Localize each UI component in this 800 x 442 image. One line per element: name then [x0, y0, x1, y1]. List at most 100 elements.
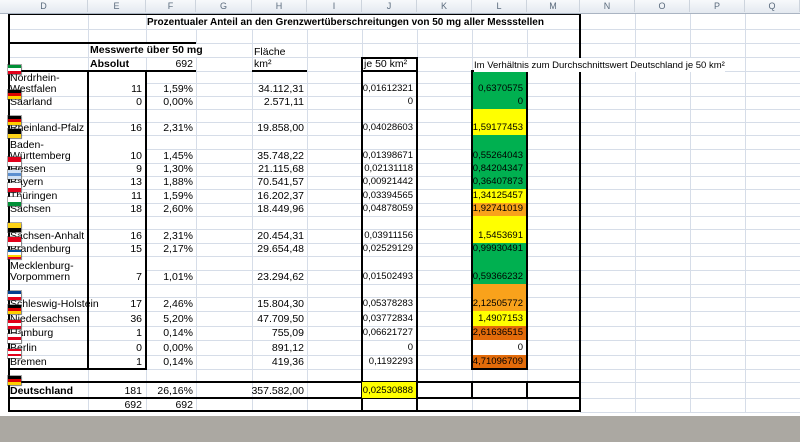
column-header-P[interactable]: P: [690, 0, 745, 12]
column-header-J[interactable]: J: [362, 0, 417, 12]
state-name-cell[interactable]: Saarland: [10, 96, 53, 108]
per50-cell[interactable]: 0,01502493: [362, 271, 413, 282]
per50-cell[interactable]: 0: [407, 342, 413, 353]
percent-cell[interactable]: 1,45%: [163, 150, 193, 162]
percent-cell[interactable]: 5,20%: [163, 313, 193, 325]
ratio-cell[interactable]: 4,71096709: [472, 355, 526, 369]
column-header-D[interactable]: D: [0, 0, 88, 12]
per50-cell[interactable]: 0: [407, 96, 413, 107]
ratio-cell[interactable]: 1,59177453: [472, 109, 526, 135]
percent-cell[interactable]: 1,59%: [163, 83, 193, 95]
area-cell[interactable]: 29.654,48: [257, 243, 304, 255]
area-cell[interactable]: 18.449,96: [257, 203, 304, 215]
percent-cell[interactable]: 0,00%: [163, 96, 193, 108]
area-cell[interactable]: 19.858,00: [257, 122, 304, 134]
ratio-cell[interactable]: 1,92741019: [472, 203, 526, 216]
column-header-N[interactable]: N: [580, 0, 635, 12]
per50-cell[interactable]: 0,00921442: [362, 176, 413, 187]
percent-cell[interactable]: 2,31%: [163, 122, 193, 134]
column-header-M[interactable]: M: [527, 0, 580, 12]
ratio-cell[interactable]: 0,99930491: [472, 243, 526, 256]
state-name-cell[interactable]: Thüringen: [10, 190, 58, 202]
area-cell[interactable]: 21.115,68: [258, 163, 304, 175]
per50-cell[interactable]: 0,01398671: [362, 150, 413, 161]
per50-cell[interactable]: 0,03911156: [364, 230, 413, 241]
area-cell[interactable]: 34.112,31: [258, 83, 304, 95]
total-count-header[interactable]: 692: [175, 58, 193, 70]
percent-cell[interactable]: 1,01%: [163, 271, 193, 283]
percent-cell[interactable]: 1,30%: [163, 163, 193, 175]
state-name-cell[interactable]: Niedersachsen: [10, 313, 81, 325]
state-name-cell[interactable]: Nordrhein-Westfalen: [10, 72, 60, 95]
state-name-cell[interactable]: Rheinland-Pfalz: [10, 122, 85, 134]
area-cell[interactable]: 15.804,30: [257, 298, 304, 310]
per50-cell[interactable]: 0,04878059: [362, 203, 413, 214]
percent-cell[interactable]: 2,31%: [163, 230, 193, 242]
state-name-cell[interactable]: Brandenburg: [10, 243, 71, 255]
absolut-cell[interactable]: 17: [130, 298, 142, 310]
percent-cell[interactable]: 0,00%: [163, 342, 193, 354]
ratio-cell[interactable]: 0,59366232: [472, 256, 526, 284]
absolut-cell[interactable]: 1: [136, 356, 142, 368]
per50-cell[interactable]: 0,03772834: [362, 313, 413, 324]
absolut-cell[interactable]: 11: [131, 83, 142, 95]
footer-absolut-cell[interactable]: 692: [124, 399, 142, 411]
ratio-cell[interactable]: 0: [472, 96, 526, 109]
percent-cell[interactable]: 2,17%: [163, 243, 193, 255]
column-header-Q[interactable]: Q: [745, 0, 800, 12]
ratio-cell[interactable]: 0,6370575: [472, 71, 526, 96]
state-name-cell[interactable]: Bremen: [10, 356, 47, 368]
state-name-cell[interactable]: Baden-Württemberg: [10, 139, 71, 162]
totals-area-cell[interactable]: 357.582,00: [251, 385, 304, 397]
ratio-cell[interactable]: 1,5453691: [472, 216, 526, 243]
area-cell[interactable]: 23.294,62: [257, 271, 304, 283]
column-header-O[interactable]: O: [635, 0, 690, 12]
column-header-F[interactable]: F: [146, 0, 196, 12]
area-cell[interactable]: 16.202,37: [257, 190, 304, 202]
per50-cell[interactable]: 0,04028603: [362, 122, 413, 133]
per50-cell[interactable]: 0,05378283: [362, 298, 413, 309]
area-cell[interactable]: 755,09: [271, 327, 304, 339]
percent-cell[interactable]: 1,59%: [163, 190, 193, 202]
percent-cell[interactable]: 2,46%: [163, 298, 193, 310]
ratio-cell[interactable]: 1,4907153: [472, 311, 526, 326]
per50-cell[interactable]: 0,01612321: [362, 83, 413, 94]
column-header-K[interactable]: K: [417, 0, 472, 12]
area-cell[interactable]: 70.541,57: [257, 176, 304, 188]
state-name-cell[interactable]: Sachsen-Anhalt: [10, 230, 85, 242]
area-cell[interactable]: 47.709,50: [257, 313, 304, 325]
ratio-cell[interactable]: 0,84204347: [472, 163, 526, 176]
absolut-cell[interactable]: 0: [136, 96, 142, 108]
state-name-cell[interactable]: Mecklenburg-Vorpommern: [10, 260, 74, 283]
area-cell[interactable]: 891,12: [271, 342, 304, 354]
ratio-cell[interactable]: 2,12505772: [472, 284, 526, 311]
column-header-I[interactable]: I: [307, 0, 362, 12]
ratio-cell[interactable]: 0,55264043: [472, 135, 526, 163]
per50-cell[interactable]: 0,03394565: [362, 190, 413, 201]
totals-absolut-cell[interactable]: 181: [124, 385, 142, 397]
absolut-cell[interactable]: 0: [136, 342, 142, 354]
je50-header[interactable]: je 50 km²: [364, 58, 408, 70]
absolut-cell[interactable]: 13: [130, 176, 142, 188]
absolut-cell[interactable]: 9: [136, 163, 142, 175]
area-cell[interactable]: 20.454,31: [257, 230, 304, 242]
absolut-cell[interactable]: 7: [136, 271, 142, 283]
totals-ratio-cell[interactable]: [472, 382, 526, 398]
footer-percent-cell[interactable]: 692: [175, 399, 193, 411]
totals-per50-cell[interactable]: 0,02530888: [362, 382, 416, 398]
column-header-H[interactable]: H: [252, 0, 307, 12]
percent-cell[interactable]: 0,14%: [163, 356, 193, 368]
ratio-cell[interactable]: 0,36407873: [472, 176, 526, 189]
per50-cell[interactable]: 0,02131118: [364, 163, 413, 174]
absolut-header[interactable]: Absolut: [90, 58, 130, 70]
flaeche-header[interactable]: Fläche km²: [254, 46, 286, 70]
percent-cell[interactable]: 2,60%: [163, 203, 193, 215]
absolut-cell[interactable]: 15: [130, 243, 142, 255]
absolut-cell[interactable]: 36: [130, 313, 142, 325]
column-header-L[interactable]: L: [472, 0, 527, 12]
area-cell[interactable]: 35.748,22: [257, 150, 304, 162]
ratio-cell[interactable]: 0: [472, 340, 526, 355]
absolut-cell[interactable]: 11: [131, 190, 142, 202]
per50-cell[interactable]: 0,02529129: [362, 243, 413, 254]
state-name-cell[interactable]: Schleswig-Holstein: [10, 298, 99, 310]
